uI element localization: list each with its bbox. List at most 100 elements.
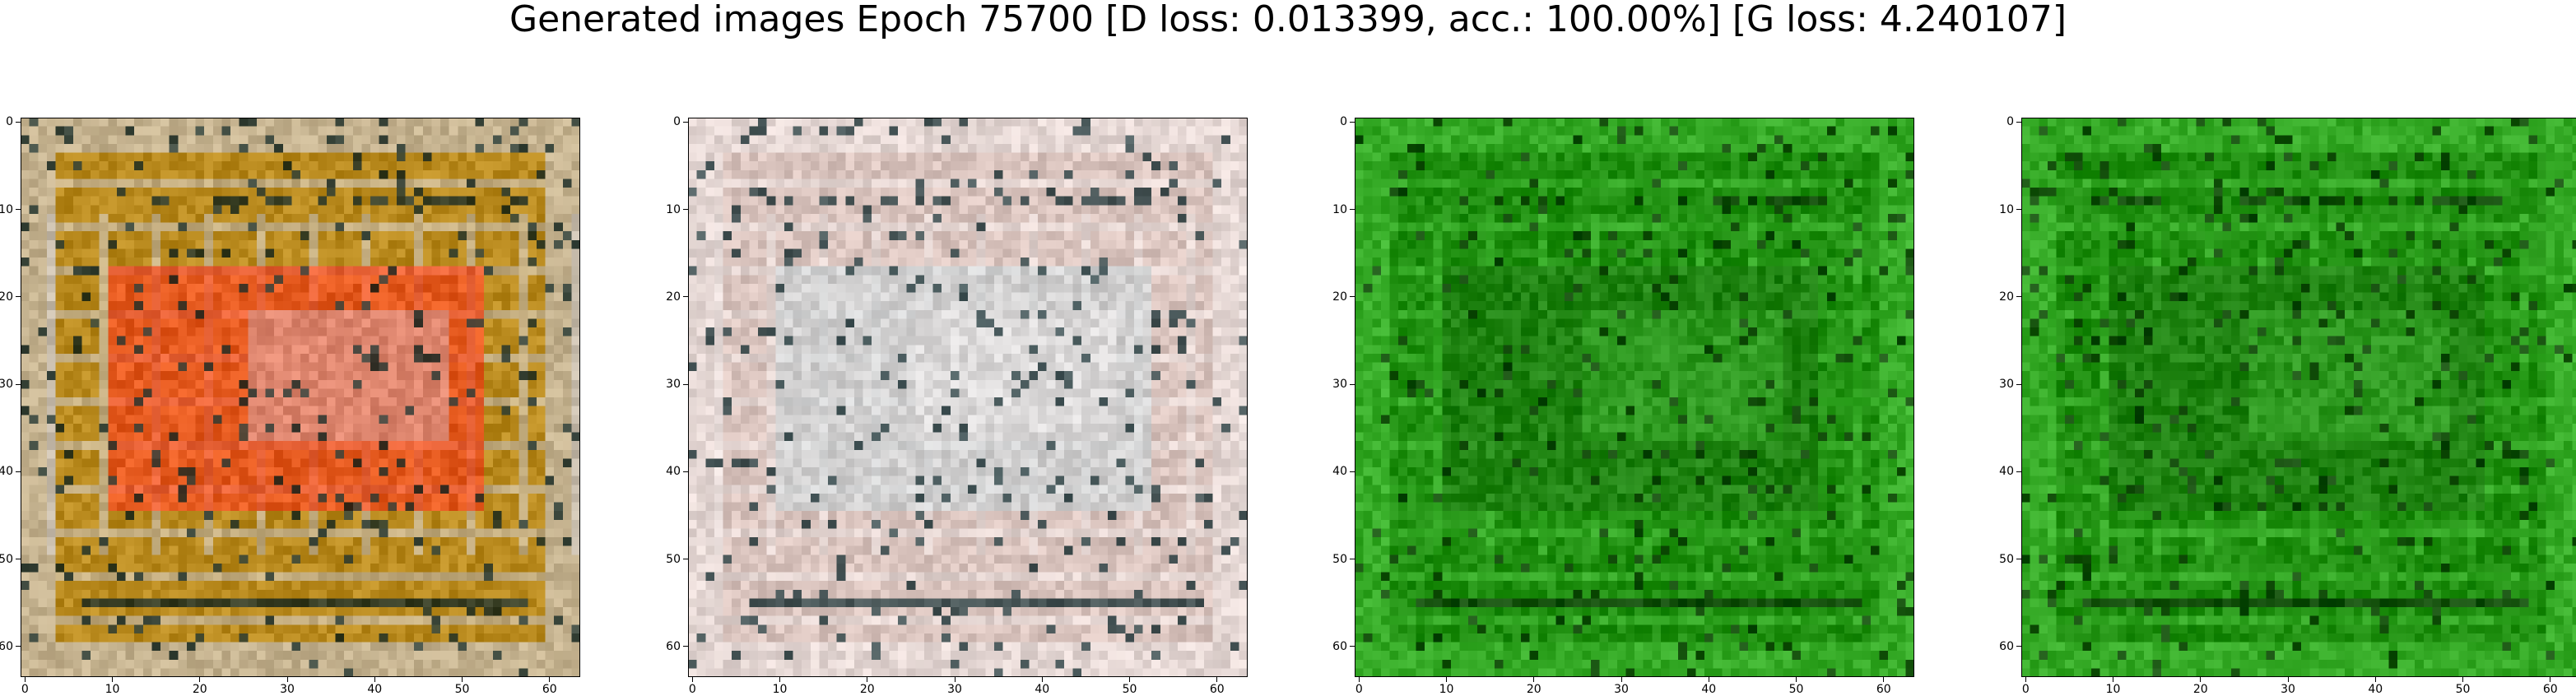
y-tick-label: 40	[0, 465, 13, 479]
x-tick	[1129, 677, 1131, 682]
x-tick	[374, 677, 375, 682]
x-tick-label: 60	[542, 683, 557, 696]
y-tick	[1350, 121, 1355, 123]
x-tick	[2374, 677, 2376, 682]
y-tick-label: 30	[0, 378, 13, 392]
y-tick-label: 30	[666, 378, 681, 392]
y-tick	[683, 383, 688, 385]
y-tick-label: 0	[2006, 115, 2014, 129]
generated-image-2	[688, 118, 1248, 677]
x-tick-label: 30	[947, 683, 962, 696]
x-tick-label: 0	[2021, 683, 2030, 696]
image-panel-3: 0 10 20 30 40 50 60 0 10 20 30 40 50 60	[1332, 115, 1914, 696]
y-tick-label: 0	[1340, 115, 1347, 129]
x-tick	[2025, 677, 2026, 682]
y-tick-label: 50	[0, 552, 13, 566]
y-tick	[2016, 121, 2021, 123]
x-tick-label: 50	[2455, 683, 2471, 696]
y-tick-label: 40	[666, 465, 681, 479]
y-tick-label: 50	[666, 552, 681, 566]
x-tick-label: 0	[688, 683, 696, 696]
x-tick	[1216, 677, 1218, 682]
x-tick-label: 60	[1876, 683, 1891, 696]
x-tick-label: 0	[1355, 683, 1363, 696]
y-tick	[683, 471, 688, 472]
x-tick-label: 10	[2105, 683, 2121, 696]
generated-image-1	[21, 118, 580, 677]
y-tick	[1350, 296, 1355, 298]
x-tick-label: 50	[454, 683, 470, 696]
generated-image-3	[1355, 118, 1914, 677]
x-tick	[1446, 677, 1448, 682]
x-tick-label: 60	[1209, 683, 1225, 696]
y-tick-label: 10	[666, 202, 681, 216]
y-tick-label: 0	[673, 115, 681, 129]
x-tick-label: 0	[21, 683, 29, 696]
y-tick	[16, 209, 21, 211]
y-tick	[1350, 383, 1355, 385]
image-panel-1: 0 10 20 30 40 50 60 0 10 20 30 40 50 60	[0, 115, 580, 696]
x-tick-label: 60	[2542, 683, 2558, 696]
y-tick	[2016, 471, 2021, 472]
y-tick-label: 50	[1999, 552, 2014, 566]
y-tick-label: 40	[1999, 465, 2014, 479]
y-tick-label: 40	[1332, 465, 1347, 479]
y-tick	[683, 646, 688, 647]
y-tick	[1350, 209, 1355, 211]
x-tick-label: 30	[280, 683, 295, 696]
y-tick-label: 20	[1999, 290, 2014, 304]
x-tick	[1796, 677, 1797, 682]
y-tick	[2016, 383, 2021, 385]
x-tick	[199, 677, 201, 682]
x-tick-label: 20	[2192, 683, 2208, 696]
y-tick-label: 0	[6, 115, 13, 129]
x-tick-label: 10	[772, 683, 788, 696]
x-tick-label: 30	[2281, 683, 2295, 696]
x-tick-label: 10	[1439, 683, 1454, 696]
y-tick	[683, 209, 688, 211]
y-tick-label: 60	[666, 639, 681, 653]
x-tick-label: 20	[859, 683, 875, 696]
x-tick-label: 50	[1122, 683, 1137, 696]
x-tick	[112, 677, 114, 682]
x-tick-label: 40	[2368, 683, 2383, 696]
x-tick-label: 30	[1614, 683, 1629, 696]
y-tick	[683, 121, 688, 123]
y-tick	[16, 296, 21, 298]
x-tick	[24, 677, 26, 682]
x-tick	[549, 677, 551, 682]
y-tick-label: 60	[1999, 639, 2014, 653]
x-tick	[1041, 677, 1043, 682]
y-tick-label: 10	[1332, 202, 1347, 216]
image-panel-2: 0 10 20 30 40 50 60 0 10 20 30 40 50 60	[666, 115, 1248, 696]
x-tick	[779, 677, 781, 682]
x-tick	[2200, 677, 2202, 682]
y-tick-label: 10	[1999, 202, 2014, 216]
x-tick-label: 50	[1788, 683, 1804, 696]
x-tick-label: 20	[192, 683, 207, 696]
y-tick-label: 20	[1332, 290, 1347, 304]
y-tick	[1350, 646, 1355, 647]
x-tick-label: 40	[367, 683, 383, 696]
y-tick-label: 20	[666, 290, 681, 304]
y-tick	[16, 121, 21, 123]
x-tick	[2462, 677, 2464, 682]
x-tick-label: 20	[1526, 683, 1541, 696]
generated-image-4	[2021, 118, 2576, 677]
image-panel-4: 0 10 20 30 40 50 60 0 10 20 30 40 50 60	[1999, 115, 2576, 696]
y-tick-label: 10	[0, 202, 13, 216]
x-tick	[954, 677, 956, 682]
y-tick	[1350, 471, 1355, 472]
x-tick	[1358, 677, 1360, 682]
y-tick	[2016, 296, 2021, 298]
x-tick	[286, 677, 288, 682]
x-tick-label: 40	[1701, 683, 1717, 696]
figure-title: Generated images Epoch 75700 [D loss: 0.…	[509, 0, 2067, 40]
x-tick	[1620, 677, 1622, 682]
x-tick-label: 40	[1035, 683, 1050, 696]
x-tick	[1883, 677, 1885, 682]
y-tick	[16, 471, 21, 472]
y-tick-label: 60	[1332, 639, 1347, 653]
y-tick	[2016, 209, 2021, 211]
x-tick	[691, 677, 693, 682]
